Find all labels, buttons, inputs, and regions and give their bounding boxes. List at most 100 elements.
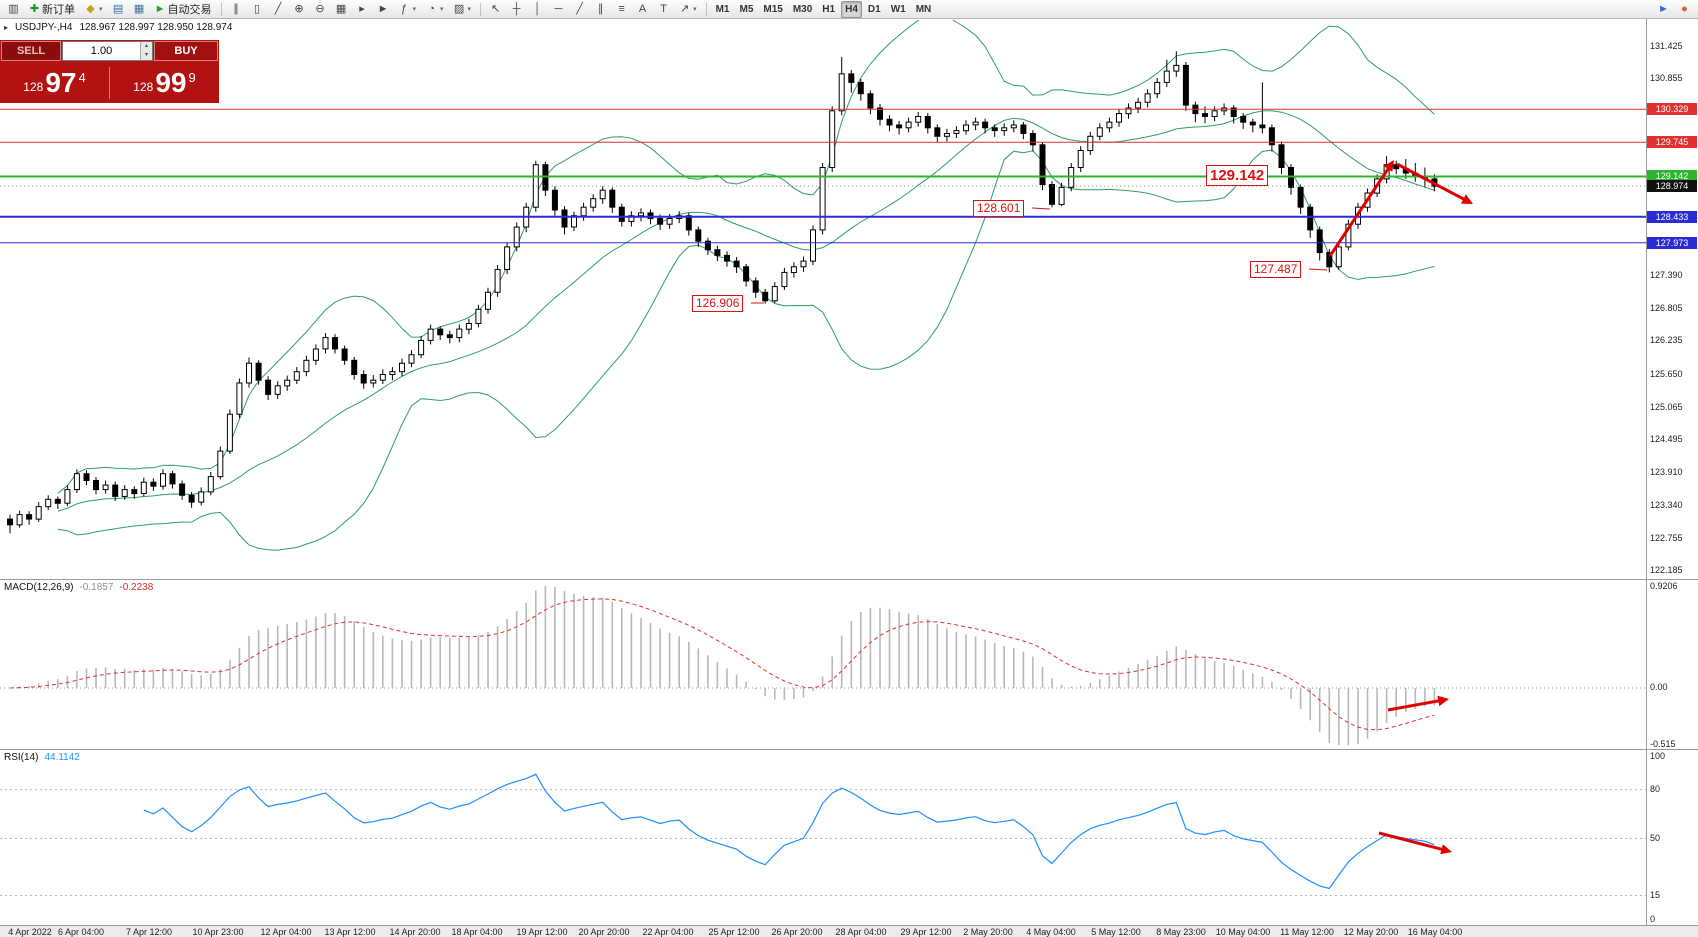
tile-windows-icon-glyph: ▦ [335, 2, 347, 15]
trendline-icon-glyph: ╱ [576, 2, 583, 15]
autotrading-button-glyph: ► [154, 2, 166, 15]
macd-direction-arrow[interactable] [1387, 695, 1449, 712]
bollinger-lower-band [57, 149, 1435, 551]
annotation-pointer [1308, 268, 1328, 271]
bollinger-middle-band [57, 110, 1435, 512]
chart-shift-icon[interactable]: ► [374, 1, 393, 18]
new-order-button[interactable]: ✚ 新订单 [25, 1, 79, 18]
macd-main-value: -0.1857 [79, 582, 114, 593]
timeframe-m5-button-label: M5 [739, 3, 754, 15]
autotrading-button[interactable]: ► 自动交易 [151, 1, 216, 18]
buy-button-label: BUY [174, 45, 198, 57]
zoom-in-icon[interactable]: ⊕ [290, 1, 309, 18]
new-order-button-label: 新订单 [42, 4, 75, 16]
timeframe-m30-button[interactable]: M30 [789, 1, 816, 18]
timeframe-m15-button[interactable]: M15 [759, 1, 786, 18]
indicators-icon[interactable]: ƒ ▾ [395, 1, 421, 18]
chart-profiles-icon[interactable]: ◆ ▾ [81, 1, 107, 18]
timeframe-h4-button-label: H4 [845, 3, 858, 15]
bearish-projection-arrow[interactable] [1396, 162, 1473, 204]
main-toolbar: ▥ ✚ 新订单 ◆ ▾ ▤ ▦ ► 自动交易 ∥ ▯ ╱ ⊕ ⊖ ▦ ▸ ► ƒ ▾ ◔ ▾ ▨ ▾ ↖ ┼ │ ─ ╱ ∥ ≡ A T ↗ ▾ M… [0, 0, 1698, 19]
timeframe-h4-button[interactable]: H4 [841, 0, 862, 18]
bullish-trend-arrow[interactable] [1328, 160, 1394, 257]
sell-price-point: 4 [78, 69, 86, 85]
toolbar-separator [705, 2, 707, 16]
timeframe-mn-button[interactable]: MN [912, 1, 936, 18]
chart-profiles-icon-glyph: ◆ [86, 2, 95, 15]
candles-chart-icon[interactable]: ▯ [248, 1, 267, 18]
timeframe-h1-button[interactable]: H1 [818, 1, 839, 18]
volume-spinner: ▴ ▾ [140, 42, 152, 60]
templates-icon[interactable]: ▨ ▾ [450, 1, 476, 18]
community-icon[interactable]: ● [1675, 1, 1694, 18]
horizontal-line-icon[interactable]: ─ [549, 1, 568, 18]
macd-signal-line [9, 598, 1435, 731]
arrow-tool-icon[interactable]: ↗ ▾ [675, 1, 701, 18]
rsi-line [143, 773, 1435, 890]
chart-window-icon[interactable]: ▥ [4, 1, 23, 18]
buy-button[interactable]: BUY [154, 41, 218, 61]
sell-button[interactable]: SELL [1, 41, 61, 61]
zoom-in-icon-glyph: ⊕ [294, 2, 304, 15]
timeframe-m5-button[interactable]: M5 [735, 1, 757, 18]
channel-icon[interactable]: ∥ [591, 1, 610, 18]
chart-context-icon[interactable]: ▸ [4, 23, 9, 32]
candles-chart-icon-glyph: ▯ [253, 2, 261, 15]
sell-price-display[interactable]: 128 97 4 [0, 68, 109, 97]
label-icon-glyph: T [660, 2, 667, 15]
community-icon-glyph: ● [1681, 2, 1688, 15]
timeframe-m30-button-label: M30 [792, 3, 813, 15]
buy-price-point: 9 [188, 69, 196, 85]
timeframe-w1-button-label: W1 [890, 3, 906, 15]
timeframe-d1-button-label: D1 [867, 3, 881, 15]
trade-panel-controls: SELL ▴ ▾ BUY [0, 40, 219, 62]
main-price-chart [0, 20, 1646, 551]
buy-price-pips: 99 [155, 66, 187, 98]
bars-chart-icon[interactable]: ∥ [227, 1, 246, 18]
sell-button-label: SELL [16, 45, 46, 57]
caret-down-icon: ▾ [440, 6, 444, 13]
cursor-icon[interactable]: ↖ [486, 1, 505, 18]
buy-price-display[interactable]: 128 99 9 [110, 66, 219, 98]
auto-scroll-icon-glyph: ▸ [359, 2, 365, 15]
crosshair-icon-glyph: ┼ [512, 2, 521, 15]
indicators-icon-glyph: ƒ [400, 2, 408, 15]
caret-down-icon: ▾ [693, 6, 697, 13]
timeframe-d1-button[interactable]: D1 [864, 1, 885, 18]
tile-windows-icon[interactable]: ▦ [332, 1, 351, 18]
label-icon[interactable]: T [654, 1, 673, 18]
timeframe-m1-button[interactable]: M1 [712, 1, 734, 18]
volume-increase-button[interactable]: ▴ [141, 42, 152, 51]
fibonacci-icon[interactable]: ≡ [612, 1, 631, 18]
timeframe-m1-button-label: M1 [715, 3, 730, 15]
crosshair-icon[interactable]: ┼ [507, 1, 526, 18]
macd-indicator-label: MACD(12,26,9) -0.1857 -0.2238 [4, 582, 153, 593]
caret-down-icon: ▾ [99, 6, 103, 13]
quick-jump-icon[interactable]: ► [1654, 1, 1673, 18]
volume-decrease-button[interactable]: ▾ [141, 51, 152, 60]
market-watch-icon[interactable]: ▤ [109, 1, 128, 18]
timeframe-mn-button-label: MN [915, 3, 932, 15]
trendline-icon[interactable]: ╱ [570, 1, 589, 18]
rsi-name: RSI(14) [4, 752, 39, 763]
periods-icon[interactable]: ◔ ▾ [422, 1, 448, 18]
price-divider [109, 66, 110, 99]
templates-icon-glyph: ▨ [453, 2, 465, 15]
zoom-out-icon[interactable]: ⊖ [311, 1, 330, 18]
line-chart-icon[interactable]: ╱ [269, 1, 288, 18]
new-order-button-glyph: ✚ [29, 2, 40, 15]
timeframe-w1-button[interactable]: W1 [887, 1, 910, 18]
bars-chart-icon-glyph: ∥ [233, 2, 239, 15]
periods-icon-glyph: ◔ [428, 2, 435, 15]
timeframe-m15-button-label: M15 [763, 3, 783, 15]
vertical-line-icon-glyph: │ [534, 2, 541, 15]
volume-input[interactable] [63, 42, 140, 60]
text-icon[interactable]: A [633, 1, 652, 18]
data-window-icon[interactable]: ▦ [130, 1, 149, 18]
rsi-direction-arrow[interactable] [1378, 831, 1452, 855]
vertical-line-icon[interactable]: │ [528, 1, 547, 18]
auto-scroll-icon[interactable]: ▸ [353, 1, 372, 18]
